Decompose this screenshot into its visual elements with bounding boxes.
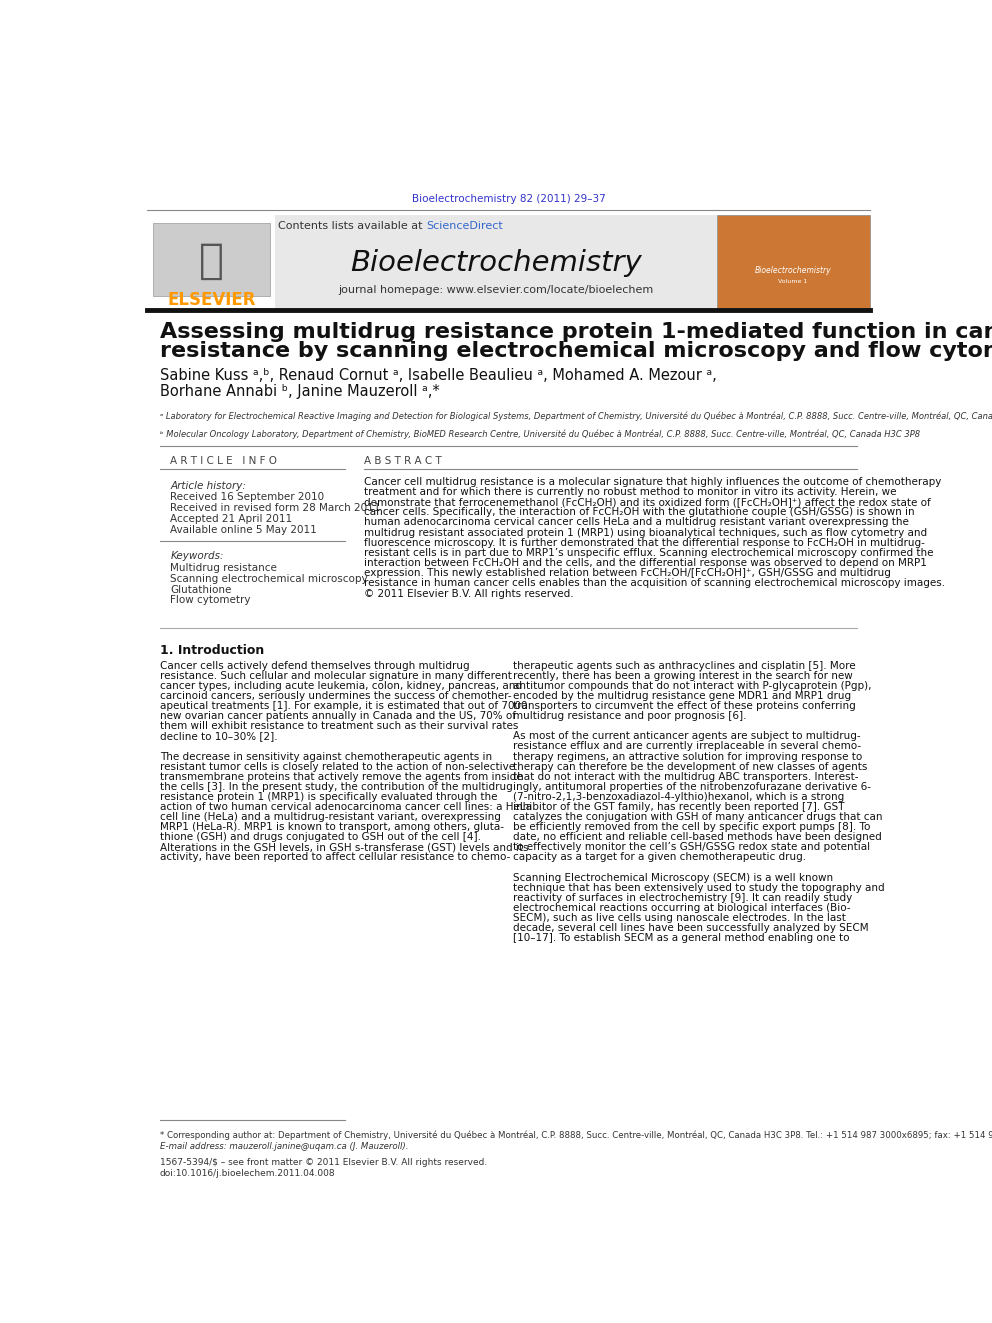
Text: the cells [3]. In the present study, the contribution of the multidrug: the cells [3]. In the present study, the… <box>160 782 513 792</box>
Text: Volume 1: Volume 1 <box>778 279 807 284</box>
Text: Assessing multidrug resistance protein 1-mediated function in cancer cell multid: Assessing multidrug resistance protein 1… <box>160 321 992 343</box>
Text: interaction between FcCH₂OH and the cells, and the differential response was obs: interaction between FcCH₂OH and the cell… <box>364 558 928 568</box>
Text: resistance in human cancer cells enables than the acquisition of scanning electr: resistance in human cancer cells enables… <box>364 578 945 589</box>
Text: * Corresponding author at: Department of Chemistry, Université du Québec à Montr: * Corresponding author at: Department of… <box>160 1130 992 1140</box>
Text: transmembrane proteins that actively remove the agents from inside: transmembrane proteins that actively rem… <box>160 771 522 782</box>
Text: date, no efficient and reliable cell-based methods have been designed: date, no efficient and reliable cell-bas… <box>513 832 882 843</box>
Text: cell line (HeLa) and a multidrug-resistant variant, overexpressing: cell line (HeLa) and a multidrug-resista… <box>160 812 501 822</box>
Text: Available online 5 May 2011: Available online 5 May 2011 <box>171 524 317 534</box>
Text: ELSEVIER: ELSEVIER <box>168 291 256 308</box>
Text: Cancer cell multidrug resistance is a molecular signature that highly influences: Cancer cell multidrug resistance is a mo… <box>364 476 941 487</box>
Text: A R T I C L E   I N F O: A R T I C L E I N F O <box>171 456 278 467</box>
Text: Bioelectrochemistry 82 (2011) 29–37: Bioelectrochemistry 82 (2011) 29–37 <box>412 193 605 204</box>
Text: resistance efflux and are currently irreplaceable in several chemo-: resistance efflux and are currently irre… <box>513 741 861 751</box>
Text: Scanning electrochemical microscopy: Scanning electrochemical microscopy <box>171 574 368 583</box>
Text: Contents lists available at: Contents lists available at <box>278 221 427 230</box>
Text: Accepted 21 April 2011: Accepted 21 April 2011 <box>171 513 293 524</box>
Text: resistance protein 1 (MRP1) is specifically evaluated through the: resistance protein 1 (MRP1) is specifica… <box>160 792 497 802</box>
Text: Bioelectrochemistry: Bioelectrochemistry <box>350 249 642 277</box>
Text: Cancer cells actively defend themselves through multidrug: Cancer cells actively defend themselves … <box>160 660 469 671</box>
Text: expression. This newly established relation between FcCH₂OH/[FcCH₂OH]⁺, GSH/GSSG: expression. This newly established relat… <box>364 569 891 578</box>
Text: © 2011 Elsevier B.V. All rights reserved.: © 2011 Elsevier B.V. All rights reserved… <box>364 589 574 598</box>
Text: Received in revised form 28 March 2011: Received in revised form 28 March 2011 <box>171 503 381 513</box>
Text: The decrease in sensitivity against chemotherapeutic agents in: The decrease in sensitivity against chem… <box>160 751 492 762</box>
Text: technique that has been extensively used to study the topography and: technique that has been extensively used… <box>513 882 885 893</box>
Text: be efficiently removed from the cell by specific export pumps [8]. To: be efficiently removed from the cell by … <box>513 822 870 832</box>
Text: reactivity of surfaces in electrochemistry [9]. It can readily study: reactivity of surfaces in electrochemist… <box>513 893 852 902</box>
Text: 1. Introduction: 1. Introduction <box>160 644 264 656</box>
Text: that do not interact with the multidrug ABC transporters. Interest-: that do not interact with the multidrug … <box>513 771 858 782</box>
Text: Multidrug resistance: Multidrug resistance <box>171 564 278 573</box>
Text: recently, there has been a growing interest in the search for new: recently, there has been a growing inter… <box>513 671 853 681</box>
Text: therapeutic agents such as anthracyclines and cisplatin [5]. More: therapeutic agents such as anthracycline… <box>513 660 856 671</box>
Text: electrochemical reactions occurring at biological interfaces (Bio-: electrochemical reactions occurring at b… <box>513 902 851 913</box>
Text: thione (GSH) and drugs conjugated to GSH out of the cell [4].: thione (GSH) and drugs conjugated to GSH… <box>160 832 481 843</box>
Text: As most of the current anticancer agents are subject to multidrug-: As most of the current anticancer agents… <box>513 732 861 741</box>
Text: ᵇ Molecular Oncology Laboratory, Department of Chemistry, BioMED Research Centre: ᵇ Molecular Oncology Laboratory, Departm… <box>160 430 920 439</box>
Text: 🌲: 🌲 <box>199 239 224 282</box>
Text: activity, have been reported to affect cellular resistance to chemo-: activity, have been reported to affect c… <box>160 852 510 863</box>
Text: human adenocarcinoma cervical cancer cells HeLa and a multidrug resistant varian: human adenocarcinoma cervical cancer cel… <box>364 517 909 528</box>
Text: decade, several cell lines have been successfully analyzed by SECM: decade, several cell lines have been suc… <box>513 923 869 933</box>
Text: to effectively monitor the cell’s GSH/GSSG redox state and potential: to effectively monitor the cell’s GSH/GS… <box>513 843 870 852</box>
Text: ScienceDirect: ScienceDirect <box>427 221 503 230</box>
Text: journal homepage: www.elsevier.com/locate/bioelechem: journal homepage: www.elsevier.com/locat… <box>338 284 654 295</box>
Text: 1567-5394/$ – see front matter © 2011 Elsevier B.V. All rights reserved.: 1567-5394/$ – see front matter © 2011 El… <box>160 1158 487 1167</box>
Text: new ovarian cancer patients annually in Canada and the US, 70% of: new ovarian cancer patients annually in … <box>160 712 516 721</box>
Text: catalyzes the conjugation with GSH of many anticancer drugs that can: catalyzes the conjugation with GSH of ma… <box>513 812 883 822</box>
Text: resistant tumor cells is closely related to the action of non-selective: resistant tumor cells is closely related… <box>160 762 515 771</box>
Text: multidrug resistance and poor prognosis [6].: multidrug resistance and poor prognosis … <box>513 712 747 721</box>
Text: resistance. Such cellular and molecular signature in many different: resistance. Such cellular and molecular … <box>160 671 512 681</box>
Text: encoded by the multidrug resistance gene MDR1 and MRP1 drug: encoded by the multidrug resistance gene… <box>513 691 851 701</box>
Text: fluorescence microscopy. It is further demonstrated that the differential respon: fluorescence microscopy. It is further d… <box>364 537 926 548</box>
Text: ingly, antitumoral properties of the nitrobenzofurazane derivative 6-: ingly, antitumoral properties of the nit… <box>513 782 871 792</box>
Text: Article history:: Article history: <box>171 480 246 491</box>
Text: [10–17]. To establish SECM as a general method enabling one to: [10–17]. To establish SECM as a general … <box>513 933 849 943</box>
Text: multidrug resistant associated protein 1 (MRP1) using bioanalytical techniques, : multidrug resistant associated protein 1… <box>364 528 928 537</box>
Text: demonstrate that ferrocenemethanol (FcCH₂OH) and its oxidized form ([FcCH₂OH]⁺) : demonstrate that ferrocenemethanol (FcCH… <box>364 497 931 507</box>
FancyBboxPatch shape <box>147 214 275 308</box>
Text: Sabine Kuss ᵃ,ᵇ, Renaud Cornut ᵃ, Isabelle Beaulieu ᵃ, Mohamed A. Mezour ᵃ,: Sabine Kuss ᵃ,ᵇ, Renaud Cornut ᵃ, Isabel… <box>160 368 716 384</box>
Text: Keywords:: Keywords: <box>171 552 224 561</box>
Text: inhibitor of the GST family, has recently been reported [7]. GST: inhibitor of the GST family, has recentl… <box>513 802 844 812</box>
Text: transporters to circumvent the effect of these proteins conferring: transporters to circumvent the effect of… <box>513 701 856 712</box>
Text: E-mail address: mauzeroll.janine@uqam.ca (J. Mauzeroll).: E-mail address: mauzeroll.janine@uqam.ca… <box>160 1142 408 1151</box>
Text: treatment and for which there is currently no robust method to monitor in vitro : treatment and for which there is current… <box>364 487 897 497</box>
Text: (7-nitro-2,1,3-benzoxadiazol-4-ylthio)hexanol, which is a strong: (7-nitro-2,1,3-benzoxadiazol-4-ylthio)he… <box>513 792 844 802</box>
Text: cancer types, including acute leukemia, colon, kidney, pancreas, and: cancer types, including acute leukemia, … <box>160 681 522 691</box>
FancyBboxPatch shape <box>275 214 717 308</box>
Text: SECM), such as live cells using nanoscale electrodes. In the last: SECM), such as live cells using nanoscal… <box>513 913 846 923</box>
Text: MRP1 (HeLa-R). MRP1 is known to transport, among others, gluta-: MRP1 (HeLa-R). MRP1 is known to transpor… <box>160 822 504 832</box>
Text: them will exhibit resistance to treatment such as their survival rates: them will exhibit resistance to treatmen… <box>160 721 518 732</box>
FancyBboxPatch shape <box>154 222 270 296</box>
Text: resistance by scanning electrochemical microscopy and flow cytometry: resistance by scanning electrochemical m… <box>160 341 992 361</box>
Text: Alterations in the GSH levels, in GSH s-transferase (GST) levels and its: Alterations in the GSH levels, in GSH s-… <box>160 843 528 852</box>
Text: carcinoid cancers, seriously undermines the success of chemother-: carcinoid cancers, seriously undermines … <box>160 691 511 701</box>
Text: doi:10.1016/j.bioelechem.2011.04.008: doi:10.1016/j.bioelechem.2011.04.008 <box>160 1170 335 1177</box>
Text: capacity as a target for a given chemotherapeutic drug.: capacity as a target for a given chemoth… <box>513 852 806 863</box>
Text: therapy regimens, an attractive solution for improving response to: therapy regimens, an attractive solution… <box>513 751 862 762</box>
Text: Flow cytometry: Flow cytometry <box>171 595 251 606</box>
Text: Received 16 September 2010: Received 16 September 2010 <box>171 492 324 503</box>
Text: resistant cells is in part due to MRP1’s unspecific efflux. Scanning electrochem: resistant cells is in part due to MRP1’s… <box>364 548 933 558</box>
Text: apeutical treatments [1]. For example, it is estimated that out of 7000: apeutical treatments [1]. For example, i… <box>160 701 527 712</box>
FancyBboxPatch shape <box>717 214 870 308</box>
Text: Glutathione: Glutathione <box>171 585 232 594</box>
Text: Borhane Annabi ᵇ, Janine Mauzeroll ᵃ,*: Borhane Annabi ᵇ, Janine Mauzeroll ᵃ,* <box>160 384 439 398</box>
Text: cancer cells. Specifically, the interaction of FcCH₂OH with the glutathione coup: cancer cells. Specifically, the interact… <box>364 507 915 517</box>
Text: antitumor compounds that do not interact with P-glycaprotein (Pgp),: antitumor compounds that do not interact… <box>513 681 872 691</box>
Text: therapy can therefore be the development of new classes of agents: therapy can therefore be the development… <box>513 762 867 771</box>
Text: decline to 10–30% [2].: decline to 10–30% [2]. <box>160 732 278 741</box>
Text: ᵃ Laboratory for Electrochemical Reactive Imaging and Detection for Biological S: ᵃ Laboratory for Electrochemical Reactiv… <box>160 411 992 421</box>
Text: Bioelectrochemistry: Bioelectrochemistry <box>755 266 831 275</box>
Text: A B S T R A C T: A B S T R A C T <box>364 456 442 467</box>
Text: Scanning Electrochemical Microscopy (SECM) is a well known: Scanning Electrochemical Microscopy (SEC… <box>513 873 833 882</box>
Text: action of two human cervical adenocarcinoma cancer cell lines: a HeLa: action of two human cervical adenocarcin… <box>160 802 532 812</box>
